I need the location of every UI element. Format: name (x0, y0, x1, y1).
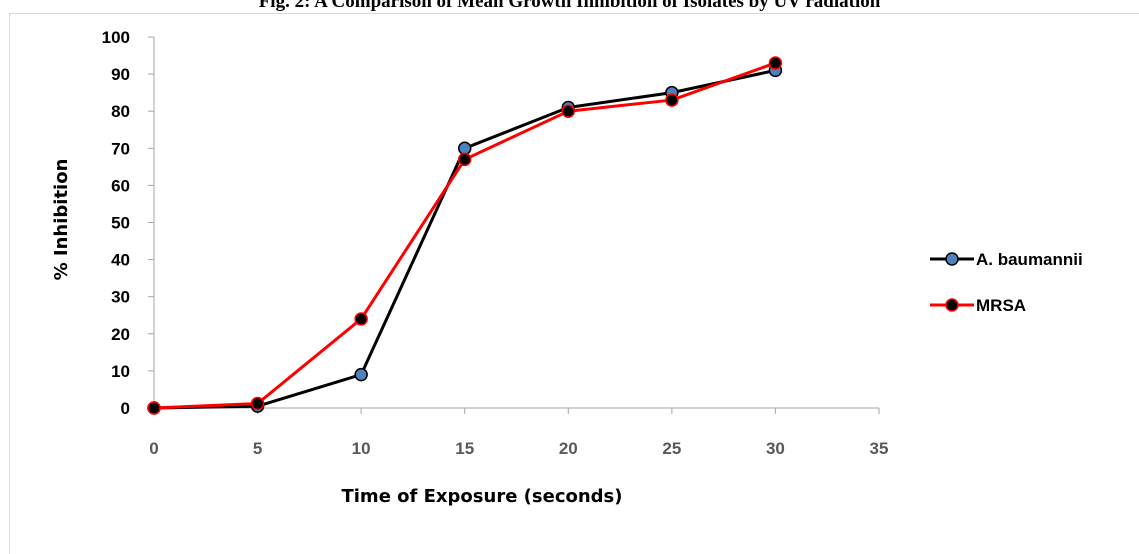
y-tick-labels: 0 10 20 30 40 50 60 70 80 90 100 (102, 28, 130, 418)
data-point (147, 401, 161, 415)
series-group (147, 56, 783, 415)
data-point (457, 141, 472, 156)
data-point (561, 104, 576, 118)
series-line (153, 68, 776, 410)
y-tick-label: 100 (102, 28, 130, 47)
series-line (153, 61, 776, 410)
series-1 (147, 63, 783, 415)
x-tick-label: 25 (662, 439, 681, 458)
data-point (354, 367, 368, 382)
data-point (665, 93, 679, 107)
axes (148, 36, 880, 414)
x-tick-labels: 0 5 10 15 20 25 30 35 (149, 439, 888, 458)
data-point (768, 56, 783, 70)
y-tick-label: 10 (111, 362, 130, 381)
x-tick-label: 30 (766, 439, 785, 458)
data-point (354, 312, 368, 326)
x-tick-label: 10 (352, 439, 371, 458)
y-tick-label: 60 (111, 176, 130, 195)
x-axis-title: Time of Exposure (seconds) (341, 486, 622, 507)
y-axis-title: % Inhibition (51, 159, 72, 281)
x-tick-label: 15 (455, 439, 474, 458)
figure-caption: Fig. 2: A Comparison of Mean Growth Inhi… (258, 0, 881, 12)
data-point (250, 396, 265, 411)
y-tick-label: 70 (111, 139, 130, 158)
series-2 (147, 56, 783, 415)
line-chart: 0 10 20 30 40 50 60 70 80 90 100 0 5 10 15 20 25 30 35 % … (51, 28, 1083, 507)
x-tick-label: 5 (253, 439, 262, 458)
y-tick-label: 0 (121, 399, 130, 418)
y-tick-label: 50 (111, 214, 130, 233)
legend-label: A. baumannii (976, 250, 1083, 269)
legend: A. baumannii MRSA (930, 250, 1083, 315)
y-tick-label: 90 (111, 65, 130, 84)
data-point (457, 152, 472, 167)
y-tick-label: 20 (111, 325, 130, 344)
legend-item: MRSA (930, 296, 1026, 315)
y-tick-label: 40 (111, 251, 130, 270)
legend-item: A. baumannii (930, 250, 1083, 269)
legend-marker (945, 298, 959, 312)
legend-label: MRSA (976, 296, 1026, 315)
y-tick-label: 30 (111, 288, 130, 307)
chart-frame (9, 13, 1139, 554)
x-tick-label: 35 (870, 439, 889, 458)
x-tick-label: 0 (149, 439, 158, 458)
y-tick-label: 80 (111, 102, 130, 121)
legend-marker (945, 252, 959, 266)
x-tick-label: 20 (559, 439, 578, 458)
